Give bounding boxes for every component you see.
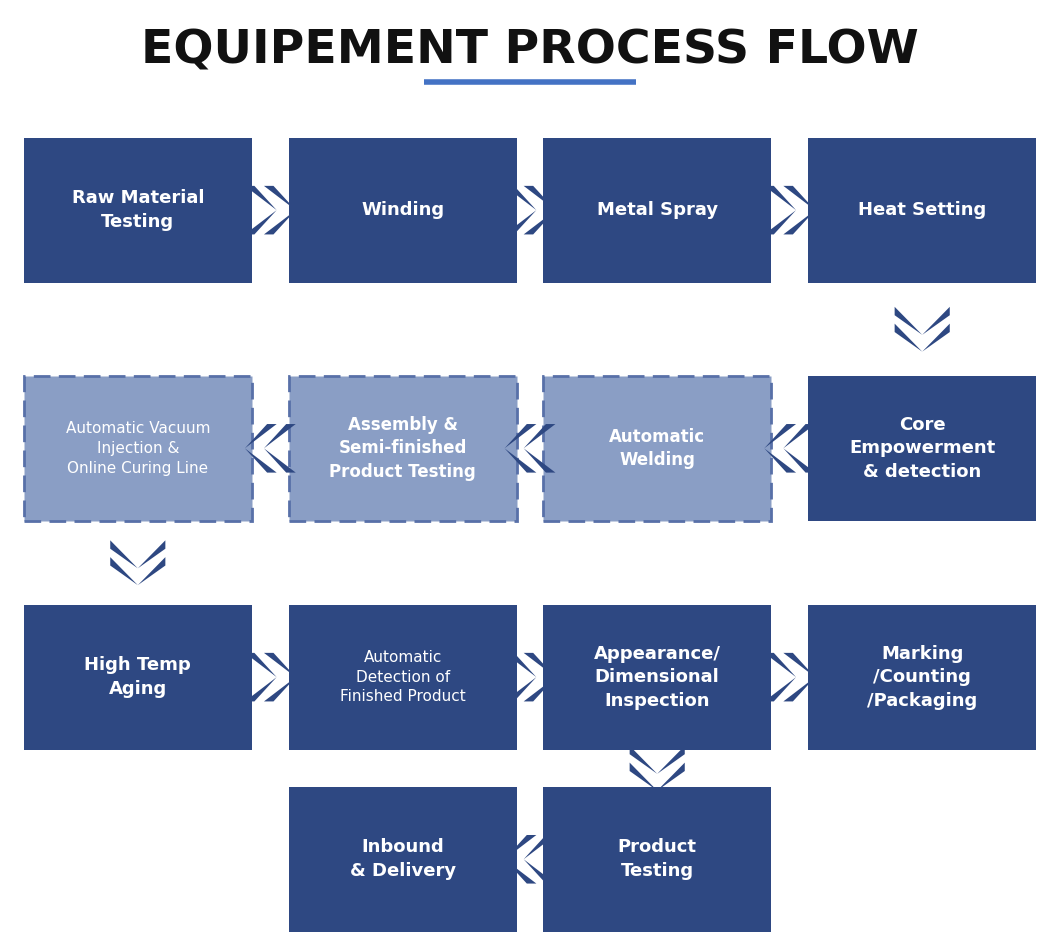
Polygon shape	[245, 186, 277, 234]
Text: Product
Testing: Product Testing	[618, 839, 696, 880]
Polygon shape	[505, 424, 536, 473]
Polygon shape	[764, 653, 796, 701]
Polygon shape	[505, 653, 536, 701]
FancyBboxPatch shape	[24, 605, 252, 749]
FancyBboxPatch shape	[288, 786, 517, 931]
Text: Core
Empowerment
& detection: Core Empowerment & detection	[849, 416, 995, 481]
Polygon shape	[895, 323, 950, 352]
Polygon shape	[524, 653, 555, 701]
Polygon shape	[524, 424, 555, 473]
Polygon shape	[245, 424, 277, 473]
Polygon shape	[505, 835, 536, 884]
FancyBboxPatch shape	[808, 605, 1036, 749]
FancyBboxPatch shape	[543, 605, 771, 749]
Polygon shape	[764, 424, 796, 473]
Polygon shape	[264, 653, 296, 701]
Polygon shape	[264, 186, 296, 234]
Polygon shape	[110, 557, 165, 585]
Text: Marking
/Counting
/Packaging: Marking /Counting /Packaging	[867, 644, 977, 710]
FancyBboxPatch shape	[808, 375, 1036, 520]
FancyBboxPatch shape	[808, 137, 1036, 282]
Text: Winding: Winding	[361, 201, 444, 219]
Polygon shape	[110, 540, 165, 568]
Polygon shape	[524, 186, 555, 234]
FancyBboxPatch shape	[543, 786, 771, 931]
FancyBboxPatch shape	[288, 137, 517, 282]
Polygon shape	[245, 653, 277, 701]
Text: EQUIPEMENT PROCESS FLOW: EQUIPEMENT PROCESS FLOW	[141, 29, 919, 74]
Polygon shape	[505, 186, 536, 234]
FancyBboxPatch shape	[24, 137, 252, 282]
Text: Appearance/
Dimensional
Inspection: Appearance/ Dimensional Inspection	[594, 644, 721, 710]
Polygon shape	[783, 653, 815, 701]
Text: Raw Material
Testing: Raw Material Testing	[72, 190, 204, 231]
Polygon shape	[783, 424, 815, 473]
Polygon shape	[630, 745, 685, 773]
Text: Inbound
& Delivery: Inbound & Delivery	[350, 839, 456, 880]
Text: Automatic Vacuum
Injection &
Online Curing Line: Automatic Vacuum Injection & Online Curi…	[66, 421, 210, 475]
Polygon shape	[895, 306, 950, 335]
Polygon shape	[783, 186, 815, 234]
Text: Metal Spray: Metal Spray	[597, 201, 718, 219]
Text: Automatic
Welding: Automatic Welding	[610, 428, 705, 469]
Polygon shape	[630, 762, 685, 790]
Text: High Temp
Aging: High Temp Aging	[85, 657, 191, 698]
Polygon shape	[264, 424, 296, 473]
FancyBboxPatch shape	[288, 605, 517, 749]
Text: Assembly &
Semi-finished
Product Testing: Assembly & Semi-finished Product Testing	[330, 416, 476, 481]
Text: Automatic
Detection of
Finished Product: Automatic Detection of Finished Product	[340, 650, 465, 704]
FancyBboxPatch shape	[288, 375, 517, 520]
FancyBboxPatch shape	[543, 375, 771, 520]
Polygon shape	[764, 186, 796, 234]
Polygon shape	[524, 835, 555, 884]
FancyBboxPatch shape	[543, 137, 771, 282]
Text: Heat Setting: Heat Setting	[859, 201, 986, 219]
FancyBboxPatch shape	[24, 375, 252, 520]
